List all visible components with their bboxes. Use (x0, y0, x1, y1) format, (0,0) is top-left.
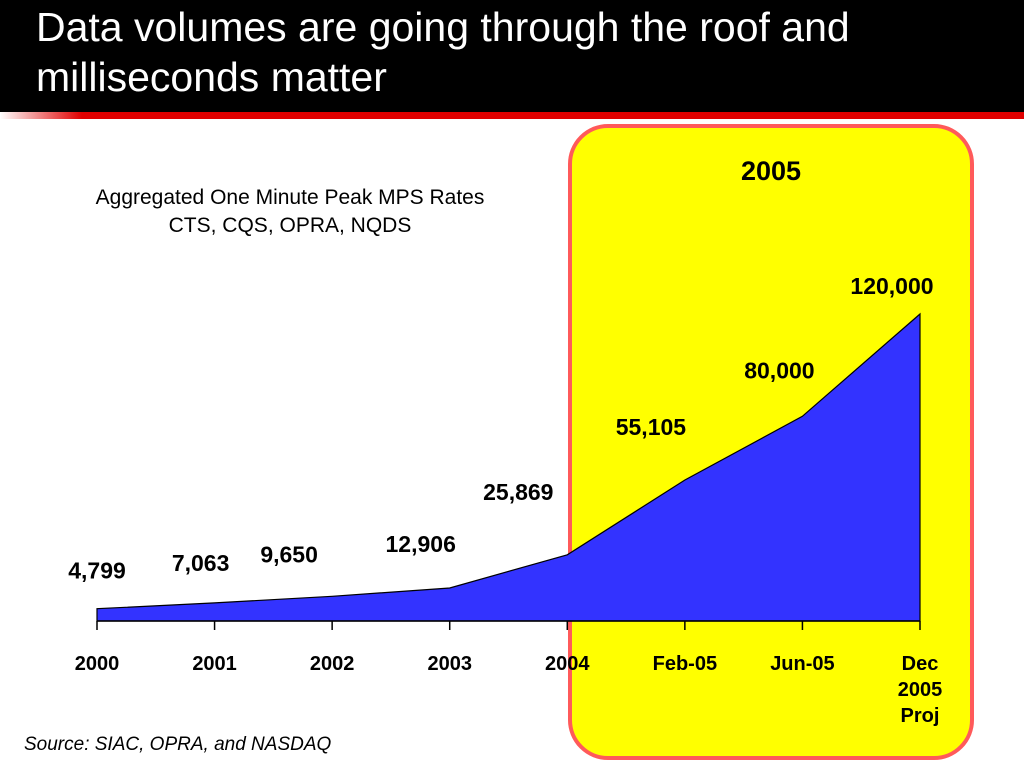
source-note: Source: SIAC, OPRA, and NASDAQ (24, 734, 332, 755)
x-tick-label-line: 2004 (545, 653, 590, 675)
data-label: 7,063 (172, 550, 230, 576)
x-tick-label-line: 2001 (192, 653, 237, 675)
area-series (96, 312, 921, 622)
x-tick-label: 2001 (192, 653, 237, 675)
chart-title: Aggregated One Minute Peak MPS Rates (95, 186, 485, 209)
x-tick-label-line: Feb-05 (653, 653, 717, 675)
x-tick-label-line: Dec (902, 653, 939, 675)
data-label: 4,799 (68, 558, 126, 584)
highlight-year-label: 2005 (740, 156, 802, 186)
x-tick-label: 2003 (427, 653, 472, 675)
x-tick-label-line: 2005 (898, 679, 943, 701)
data-label: 55,105 (616, 414, 687, 440)
data-label: 12,906 (386, 531, 456, 557)
slide-title: Data volumes are going through the roof … (36, 4, 850, 100)
red-divider (0, 112, 1024, 119)
chart-subtitle: CTS, CQS, OPRA, NQDS (168, 214, 412, 237)
x-tick-label: 2002 (310, 653, 355, 675)
data-label: 25,869 (483, 479, 553, 505)
x-tick-label: 2004 (545, 653, 590, 675)
x-tick-label-line: 2003 (427, 653, 472, 675)
x-tick-label-line: Jun-05 (770, 653, 834, 675)
data-label: 120,000 (850, 273, 933, 299)
data-label: 80,000 (744, 357, 814, 383)
x-tick-label: Jun-05 (770, 653, 834, 675)
x-tick-label-line: 2002 (310, 653, 355, 675)
x-tick-label: Dec 2005 Proj (898, 653, 943, 727)
chart-heading: Aggregated One Minute Peak MPS Rates CTS… (40, 184, 540, 240)
x-tick-label-line: Proj (901, 705, 940, 727)
x-tick-label-line: 2000 (75, 653, 120, 675)
x-tick-label: 2000 (75, 653, 120, 675)
title-bar: Data volumes are going through the roof … (0, 0, 1024, 112)
x-tick-label: Feb-05 (653, 653, 717, 675)
data-label: 9,650 (260, 541, 318, 567)
